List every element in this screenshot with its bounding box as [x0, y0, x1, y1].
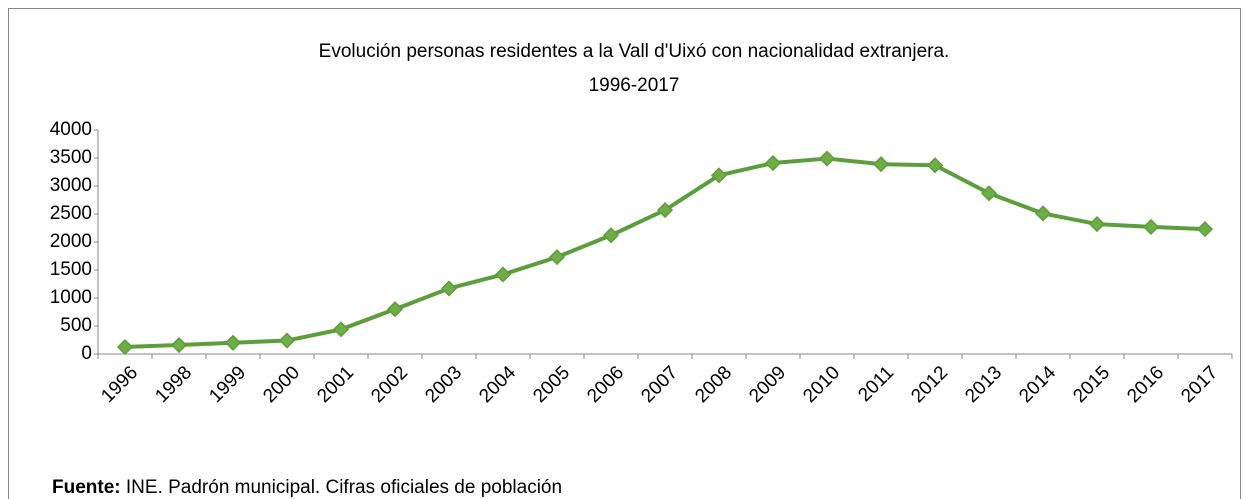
y-tick-label: 2500	[50, 203, 92, 224]
y-tick-label: 1500	[50, 259, 92, 280]
marker	[1034, 205, 1052, 222]
marker	[278, 332, 296, 349]
marker	[1196, 221, 1214, 238]
marker	[926, 157, 944, 174]
marker	[872, 156, 890, 173]
marker	[494, 266, 512, 283]
marker	[764, 154, 782, 172]
y-tick-label: 3000	[50, 175, 92, 196]
y-tick-label: 2000	[50, 231, 92, 252]
marker	[170, 336, 188, 354]
y-tick-label: 500	[60, 315, 92, 336]
chart-title: Evolución personas residentes a la Vall …	[319, 41, 950, 62]
marker	[710, 167, 728, 184]
source: Fuente: INE. Padrón municipal. Cifras of…	[52, 477, 562, 498]
marker	[818, 150, 836, 167]
marker	[440, 280, 458, 297]
marker	[224, 334, 242, 351]
marker	[1142, 218, 1160, 235]
marker	[116, 338, 134, 356]
marker	[548, 249, 566, 266]
marker	[656, 202, 674, 219]
chart-title: 1996-2017	[589, 75, 680, 96]
marker	[332, 321, 350, 338]
y-tick-label: 1000	[50, 287, 92, 308]
marker	[386, 301, 404, 318]
marker	[602, 227, 620, 244]
marker	[980, 185, 998, 202]
marker	[1088, 216, 1106, 233]
chart-frame	[8, 8, 1241, 499]
y-tick-label: 4000	[50, 119, 92, 140]
y-tick-label: 3500	[50, 147, 92, 168]
y-tick-label: 0	[81, 343, 92, 364]
source-text: INE. Padrón municipal. Cifras oficiales …	[126, 477, 562, 498]
source-label: Fuente:	[52, 477, 121, 498]
